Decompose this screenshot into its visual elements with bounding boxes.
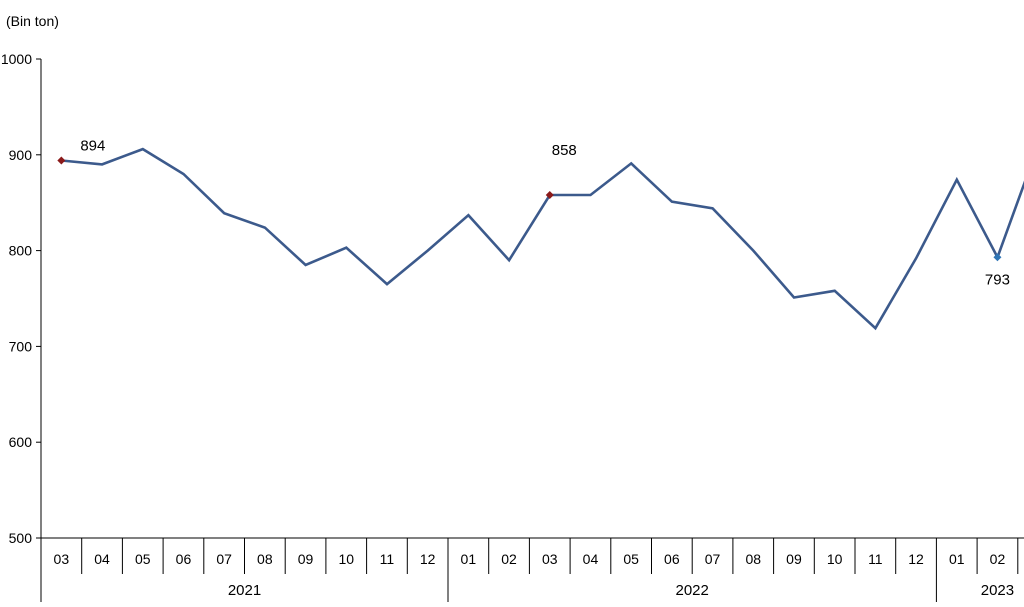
x-tick-label: 07 bbox=[705, 551, 721, 567]
x-tick-label: 02 bbox=[501, 551, 517, 567]
series-line bbox=[61, 147, 1024, 331]
data-point-marker bbox=[57, 156, 66, 165]
x-tick-label: 07 bbox=[216, 551, 232, 567]
y-axis-unit-label: (Bin ton) bbox=[6, 13, 59, 29]
data-point-marker bbox=[545, 191, 554, 200]
x-axis: 03 04 05 06 07 08 09 10 11 12 01 02 03 04 05 06 07 08 09 10… bbox=[40, 537, 1024, 602]
y-tick-label: 500 bbox=[9, 530, 33, 546]
x-tick-label: 11 bbox=[868, 551, 883, 567]
x-tick-label: 02 bbox=[990, 551, 1006, 567]
data-label: 793 bbox=[985, 271, 1010, 288]
x-tick-label: 06 bbox=[664, 551, 680, 567]
x-tick-label: 10 bbox=[338, 551, 354, 567]
x-tick-label: 03 bbox=[54, 551, 70, 567]
x-tick-label: 12 bbox=[908, 551, 924, 567]
x-tick-label: 04 bbox=[94, 551, 110, 567]
data-label: 894 bbox=[80, 138, 105, 155]
series-group bbox=[61, 147, 1024, 331]
x-tick-label: 10 bbox=[827, 551, 843, 567]
x-tick-label: 08 bbox=[257, 551, 273, 567]
year-label: 2021 bbox=[228, 582, 261, 599]
data-point-marker bbox=[993, 253, 1002, 262]
x-tick-label: 04 bbox=[583, 551, 599, 567]
data-label: 858 bbox=[552, 142, 577, 159]
y-tick-label: 700 bbox=[9, 338, 33, 354]
x-tick-label: 08 bbox=[745, 551, 761, 567]
x-tick-label: 11 bbox=[380, 551, 395, 567]
y-tick-label: 800 bbox=[9, 243, 33, 259]
year-label: 2022 bbox=[676, 582, 709, 599]
y-tick-label: 1000 bbox=[1, 51, 32, 67]
x-tick-label: 03 bbox=[542, 551, 558, 567]
x-tick-label: 06 bbox=[176, 551, 192, 567]
x-tick-label: 01 bbox=[461, 551, 477, 567]
x-tick-label: 09 bbox=[298, 551, 314, 567]
x-tick-label: 01 bbox=[949, 551, 965, 567]
y-tick-label: 900 bbox=[9, 147, 33, 163]
y-tick-label: 600 bbox=[9, 434, 33, 450]
data-labels: 894858793910 bbox=[57, 138, 1010, 288]
x-tick-label: 05 bbox=[623, 551, 639, 567]
y-axis: 500 600 700 800 900 1000 bbox=[1, 51, 42, 546]
x-tick-label: 05 bbox=[135, 551, 151, 567]
x-tick-label: 12 bbox=[420, 551, 436, 567]
x-tick-label: 09 bbox=[786, 551, 802, 567]
year-label: 2023 bbox=[981, 582, 1014, 599]
